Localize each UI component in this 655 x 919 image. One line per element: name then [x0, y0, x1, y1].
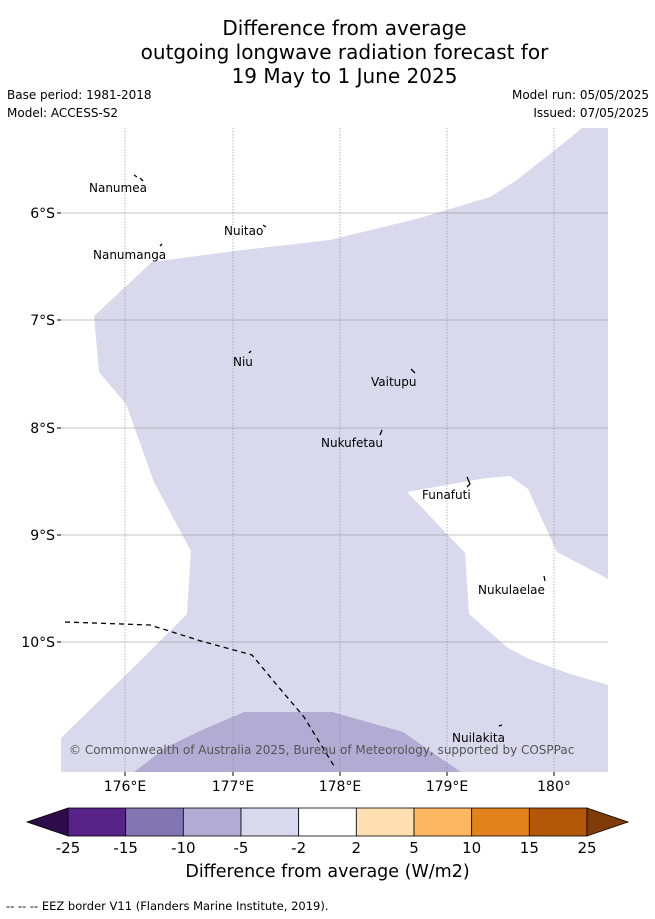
model-label: Model: ACCESS-S2: [7, 106, 119, 120]
place-label-nuitao: Nuitao: [224, 224, 263, 238]
place-label-nukulaelae: Nukulaelae: [478, 583, 545, 597]
eez-footnote: -- -- -- EEZ border V11 (Flanders Marine…: [6, 899, 329, 913]
colorbar: -25 -15 -10 -5 -2 2 5 10 15 25: [25, 807, 630, 857]
colorbar-segment: [528, 807, 588, 837]
colorbar-title: Difference from average (W/m2): [185, 862, 470, 882]
lat-tick-label: 7°S: [30, 313, 55, 329]
title-line-2: outgoing longwave radiation forecast for: [140, 40, 549, 64]
colorbar-segment: [298, 807, 357, 837]
colorbar-tick-label: -5: [234, 839, 249, 857]
anomaly-region-minus10-minus5: [134, 712, 461, 772]
lat-tick-label: 8°S: [30, 421, 55, 437]
anomaly-region-minus5-minus2: [61, 128, 608, 772]
colorbar-under-arrow: [25, 807, 69, 837]
place-label-nukufetau: Nukufetau: [321, 436, 383, 450]
colorbar-tick-label: -10: [171, 839, 196, 857]
colorbar-segment: [125, 807, 184, 837]
colorbar-segment: [182, 807, 242, 837]
lat-tick-label: 6°S: [30, 206, 55, 222]
colorbar-segment: [355, 807, 415, 837]
axis-ticks: [57, 212, 555, 776]
island-shapes: [133, 174, 546, 727]
colorbar-tick-label: 2: [352, 839, 362, 857]
colorbar-tick-label: -2: [291, 839, 306, 857]
colorbar-over-arrow: [586, 807, 630, 837]
lon-tick-label: 178°E: [319, 779, 362, 795]
place-label-nanumanga: Nanumanga: [93, 248, 166, 262]
copyright-credit: © Commonwealth of Australia 2025, Bureau…: [69, 743, 574, 757]
colorbar-tick-label: 10: [462, 839, 481, 857]
base-period-label: Base period: 1981-2018: [7, 88, 152, 102]
title-line-3: 19 May to 1 June 2025: [231, 64, 458, 88]
eez-border-line: [64, 621, 335, 767]
title-line-1: Difference from average: [222, 16, 467, 40]
colorbar-segment: [240, 807, 300, 837]
chart-title: Difference from average outgoing longwav…: [0, 16, 655, 88]
place-label-nanumea: Nanumea: [89, 181, 147, 195]
colorbar-tick-label: -25: [56, 839, 81, 857]
colorbar-segment: [471, 807, 530, 837]
place-label-niu: Niu: [233, 355, 253, 369]
colorbar-segment: [413, 807, 473, 837]
colorbar-tick-label: -15: [113, 839, 138, 857]
place-label-nuilakita: Nuilakita: [452, 731, 505, 745]
lat-tick-label: 9°S: [30, 528, 55, 544]
place-label-vaitupu: Vaitupu: [371, 375, 417, 389]
colorbar-tick-label: 15: [520, 839, 539, 857]
gridlines: [61, 128, 608, 772]
colorbar-tick-label: 25: [577, 839, 596, 857]
issued-label: Issued: 07/05/2025: [533, 106, 649, 120]
lon-tick-label: 177°E: [212, 779, 255, 795]
lat-tick-label: 10°S: [21, 635, 55, 651]
place-label-funafuti: Funafuti: [422, 488, 471, 502]
model-run-label: Model run: 05/05/2025: [511, 88, 649, 102]
lon-tick-label: 180°: [537, 779, 571, 795]
lon-tick-label: 176°E: [104, 779, 147, 795]
lon-tick-label: 179°E: [426, 779, 469, 795]
colorbar-tick-label: 5: [409, 839, 419, 857]
colorbar-segment: [67, 807, 127, 837]
